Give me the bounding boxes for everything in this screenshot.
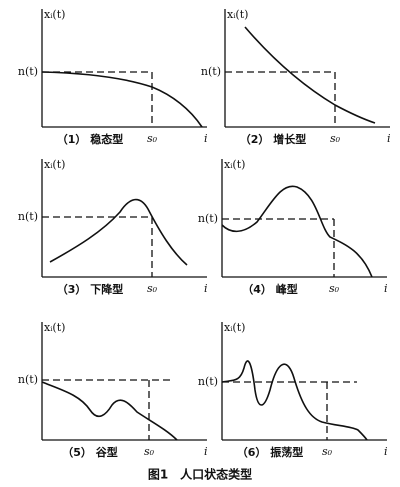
curve [41, 71, 203, 128]
x-axis-label: i [384, 282, 388, 295]
curve [221, 185, 373, 278]
x-axis-label: i [384, 445, 388, 458]
panel-caption: （2） 增长型 [240, 132, 306, 146]
level-label: n(t) [18, 210, 38, 223]
x-axis-label: i [204, 132, 208, 145]
panel: xᵢ(t) n(t) s₀ i （4） 峰型 [198, 158, 388, 296]
y-axis-label: xᵢ(t) [44, 8, 65, 21]
s-label: s₀ [147, 132, 158, 145]
curve [41, 381, 178, 441]
curve [221, 360, 368, 441]
panel: xᵢ(t) n(t) s₀ i （2） 增长型 [201, 8, 391, 146]
panel: xᵢ(t) n(t) s₀ i （1） 稳态型 [18, 8, 208, 146]
panel-caption: （5） 谷型 [62, 445, 117, 459]
s-label: s₀ [322, 445, 333, 458]
s-label: s₀ [147, 282, 158, 295]
y-axis-label: xᵢ(t) [224, 321, 245, 334]
s-label: s₀ [144, 445, 155, 458]
level-label: n(t) [198, 375, 218, 388]
panel-caption: （3） 下降型 [57, 282, 123, 296]
x-axis-label: i [387, 132, 391, 145]
level-label: n(t) [18, 373, 38, 386]
panel-caption: （6） 振荡型 [237, 445, 303, 459]
y-axis-label: xᵢ(t) [224, 158, 245, 171]
curve [244, 26, 376, 124]
figure-caption: 图1 人口状态类型 [148, 467, 252, 482]
x-axis-label: i [204, 282, 208, 295]
y-axis-label: xᵢ(t) [227, 8, 248, 21]
panel: xᵢ(t) n(t) s₀ i （6） 振荡型 [198, 321, 388, 459]
curve [49, 198, 188, 266]
panel-caption: （4） 峰型 [242, 282, 297, 296]
level-label: n(t) [201, 65, 221, 78]
panel: xᵢ(t) n(t) s₀ i （3） 下降型 [18, 158, 208, 296]
s-label: s₀ [330, 132, 341, 145]
s-label: s₀ [329, 282, 340, 295]
level-label: n(t) [198, 212, 218, 225]
x-axis-label: i [204, 445, 208, 458]
y-axis-label: xᵢ(t) [44, 321, 65, 334]
panel-caption: （1） 稳态型 [57, 132, 123, 146]
panel: xᵢ(t) n(t) s₀ i （5） 谷型 [18, 321, 208, 459]
y-axis-label: xᵢ(t) [44, 158, 65, 171]
level-label: n(t) [18, 65, 38, 78]
